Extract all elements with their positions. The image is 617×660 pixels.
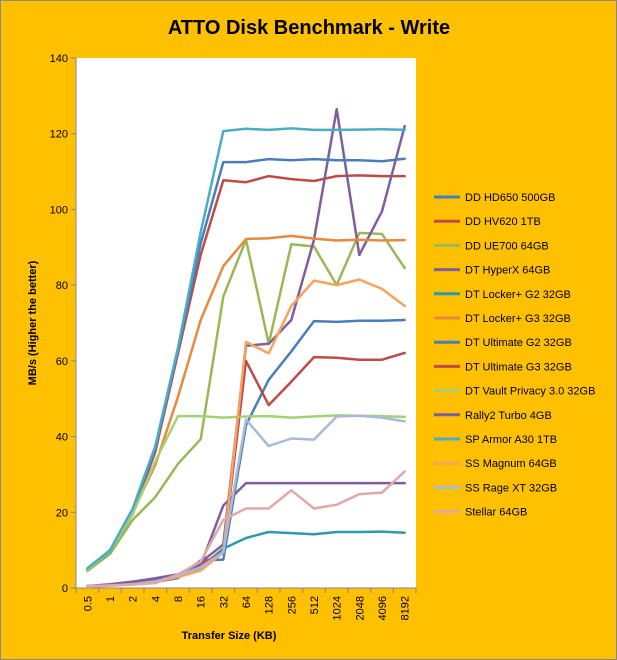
x-tick-label: 64: [241, 596, 253, 608]
legend-label: Rally2 Turbo 4GB: [465, 410, 552, 422]
series-line-rally2-turbo-4gb: [86, 481, 406, 588]
x-tick-label: 8192: [400, 596, 412, 620]
x-tick-label: 0.5: [82, 596, 94, 611]
plot-area: [76, 58, 416, 588]
legend-label: DT Locker+ G3 32GB: [465, 313, 571, 325]
legend-label: DT Ultimate G3 32GB: [465, 361, 572, 373]
x-tick-label: 128: [264, 596, 276, 614]
x-tick-label: 2: [128, 596, 140, 602]
x-tick-label: 512: [309, 596, 321, 614]
y-axis-title: MB/s (Higher the better): [27, 260, 39, 385]
y-tick-label: 80: [56, 280, 68, 292]
x-tick-label: 4096: [377, 596, 389, 620]
chart-title: ATTO Disk Benchmark - Write: [168, 17, 450, 39]
x-tick-label: 1: [105, 596, 117, 602]
x-tick-label: 16: [196, 596, 208, 608]
y-tick-label: 40: [56, 432, 68, 444]
x-axis-title: Transfer Size (KB): [182, 630, 277, 642]
x-tick-label: 4: [150, 596, 162, 602]
x-tick-label: 2048: [354, 596, 366, 620]
y-tick-label: 20: [56, 507, 68, 519]
legend-label: DD HD650 500GB: [465, 192, 556, 204]
legend-label: DT HyperX 64GB: [465, 265, 550, 277]
legend-label: DT Ultimate G2 32GB: [465, 337, 572, 349]
x-tick-label: 8: [173, 596, 185, 602]
legend-label: DD HV620 1TB: [465, 216, 541, 228]
legend-label: DD UE700 64GB: [465, 240, 549, 252]
x-tick-label: 1024: [332, 596, 344, 620]
legend-label: SS Rage XT 32GB: [465, 482, 557, 494]
legend-label: SP Armor A30 1TB: [465, 434, 557, 446]
series-layer: [86, 107, 406, 588]
series-line-sp-armor-a30-1tb: [86, 127, 406, 570]
y-tick-label: 100: [50, 204, 68, 216]
legend: DD HD650 500GB DD HV620 1TB DD UE700 64GB D…: [434, 192, 595, 519]
legend-label: SS Magnum 64GB: [465, 458, 557, 470]
legend-label: Stellar 64GB: [465, 507, 527, 519]
y-tick-label: 60: [56, 356, 68, 368]
y-tick-label: 120: [50, 129, 68, 141]
y-tick-label: 0: [62, 583, 68, 595]
x-tick-label: 32: [218, 596, 230, 608]
axes-layer: 0 20 40 60 80 100 120 140 0.5 1 2 4 8 16 32 64 128 256 512…: [50, 53, 417, 620]
x-tick-label: 256: [286, 596, 298, 614]
y-tick-label: 140: [50, 53, 68, 65]
legend-label: DT Vault Privacy 3.0 32GB: [465, 386, 595, 398]
legend-label: DT Locker+ G2 32GB: [465, 289, 571, 301]
series-line-stellar-64gb: [86, 470, 406, 588]
